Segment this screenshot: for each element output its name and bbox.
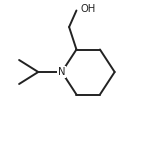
Text: OH: OH [81,4,96,14]
Text: N: N [58,67,66,77]
